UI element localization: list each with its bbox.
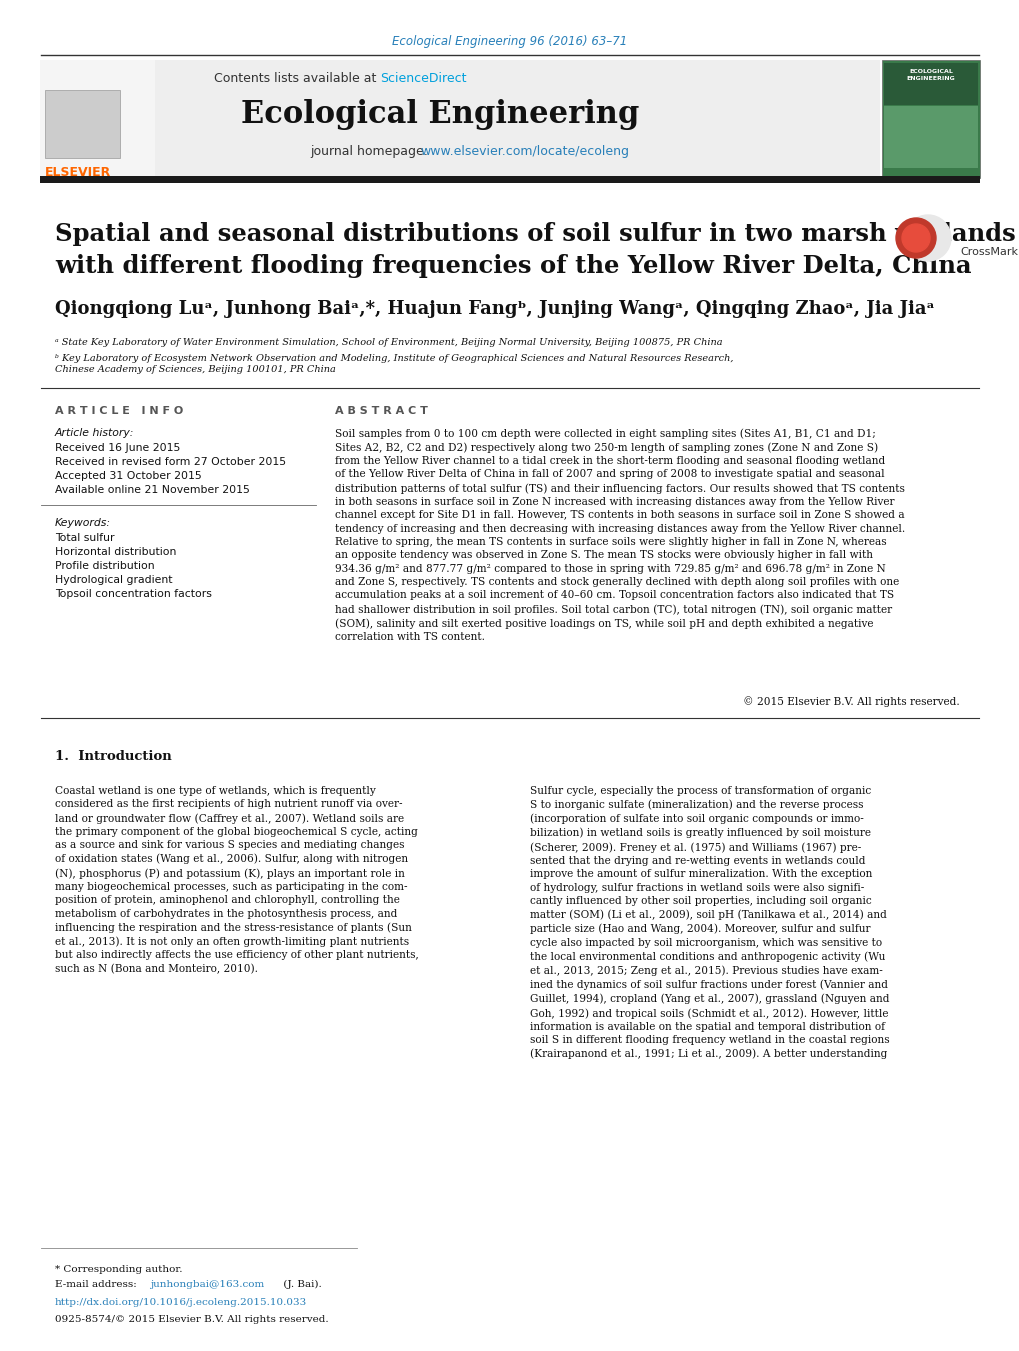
Text: 0925-8574/© 2015 Elsevier B.V. All rights reserved.: 0925-8574/© 2015 Elsevier B.V. All right… <box>55 1315 328 1324</box>
Text: journal homepage:: journal homepage: <box>310 146 432 158</box>
Text: © 2015 Elsevier B.V. All rights reserved.: © 2015 Elsevier B.V. All rights reserved… <box>743 696 959 707</box>
Text: ScienceDirect: ScienceDirect <box>380 72 466 85</box>
Bar <box>40 59 155 178</box>
Text: Article history:: Article history: <box>55 428 135 438</box>
Text: Profile distribution: Profile distribution <box>55 561 155 571</box>
Text: Total sulfur: Total sulfur <box>55 534 114 543</box>
Bar <box>45 91 120 158</box>
Text: Coastal wetland is one type of wetlands, which is frequently
considered as the f: Coastal wetland is one type of wetlands,… <box>55 786 419 974</box>
Text: Contents lists available at: Contents lists available at <box>213 72 380 85</box>
Text: Keywords:: Keywords: <box>55 517 111 528</box>
Text: CrossMark: CrossMark <box>959 247 1017 257</box>
Text: Qiongqiong Luᵃ, Junhong Baiᵃ,*, Huajun Fangᵇ, Junjing Wangᵃ, Qingqing Zhaoᵃ, Jia: Qiongqiong Luᵃ, Junhong Baiᵃ,*, Huajun F… <box>55 300 934 317</box>
Text: Sulfur cycle, especially the process of transformation of organic
S to inorganic: Sulfur cycle, especially the process of … <box>530 786 889 1059</box>
Text: A R T I C L E   I N F O: A R T I C L E I N F O <box>55 407 183 416</box>
Text: A B S T R A C T: A B S T R A C T <box>334 407 427 416</box>
Text: http://dx.doi.org/10.1016/j.ecoleng.2015.10.033: http://dx.doi.org/10.1016/j.ecoleng.2015… <box>55 1298 307 1306</box>
Text: junhongbai@163.com: junhongbai@163.com <box>150 1279 264 1289</box>
Text: Received 16 June 2015: Received 16 June 2015 <box>55 443 180 453</box>
Text: Available online 21 November 2015: Available online 21 November 2015 <box>55 485 250 494</box>
Text: ECOLOGICAL
ENGINEERING: ECOLOGICAL ENGINEERING <box>906 69 955 81</box>
Text: Horizontal distribution: Horizontal distribution <box>55 547 176 557</box>
Text: * Corresponding author.: * Corresponding author. <box>55 1265 182 1274</box>
Bar <box>40 176 979 182</box>
Text: ELSEVIER: ELSEVIER <box>45 166 111 178</box>
Text: ᵇ Key Laboratory of Ecosystem Network Observation and Modeling, Institute of Geo: ᵇ Key Laboratory of Ecosystem Network Ob… <box>55 354 733 374</box>
Text: Accepted 31 October 2015: Accepted 31 October 2015 <box>55 471 202 481</box>
Bar <box>881 59 979 178</box>
Text: Spatial and seasonal distributions of soil sulfur in two marsh wetlands
with dif: Spatial and seasonal distributions of so… <box>55 222 1015 277</box>
Bar <box>883 105 977 168</box>
Text: www.elsevier.com/locate/ecoleng: www.elsevier.com/locate/ecoleng <box>420 146 629 158</box>
Bar <box>40 59 879 178</box>
Text: Topsoil concentration factors: Topsoil concentration factors <box>55 589 212 598</box>
Circle shape <box>895 218 935 258</box>
Bar <box>883 63 977 105</box>
Circle shape <box>904 215 950 261</box>
Text: E-mail address:: E-mail address: <box>55 1279 140 1289</box>
Text: Ecological Engineering 96 (2016) 63–71: Ecological Engineering 96 (2016) 63–71 <box>392 35 627 49</box>
Text: ᵃ State Key Laboratory of Water Environment Simulation, School of Environment, B: ᵃ State Key Laboratory of Water Environm… <box>55 338 721 347</box>
Text: Hydrological gradient: Hydrological gradient <box>55 576 172 585</box>
Text: Soil samples from 0 to 100 cm depth were collected in eight sampling sites (Site: Soil samples from 0 to 100 cm depth were… <box>334 428 905 642</box>
Text: 1.  Introduction: 1. Introduction <box>55 750 171 763</box>
Circle shape <box>901 224 929 253</box>
Text: (J. Bai).: (J. Bai). <box>280 1279 321 1289</box>
Text: Received in revised form 27 October 2015: Received in revised form 27 October 2015 <box>55 457 286 467</box>
Text: Ecological Engineering: Ecological Engineering <box>240 100 639 131</box>
